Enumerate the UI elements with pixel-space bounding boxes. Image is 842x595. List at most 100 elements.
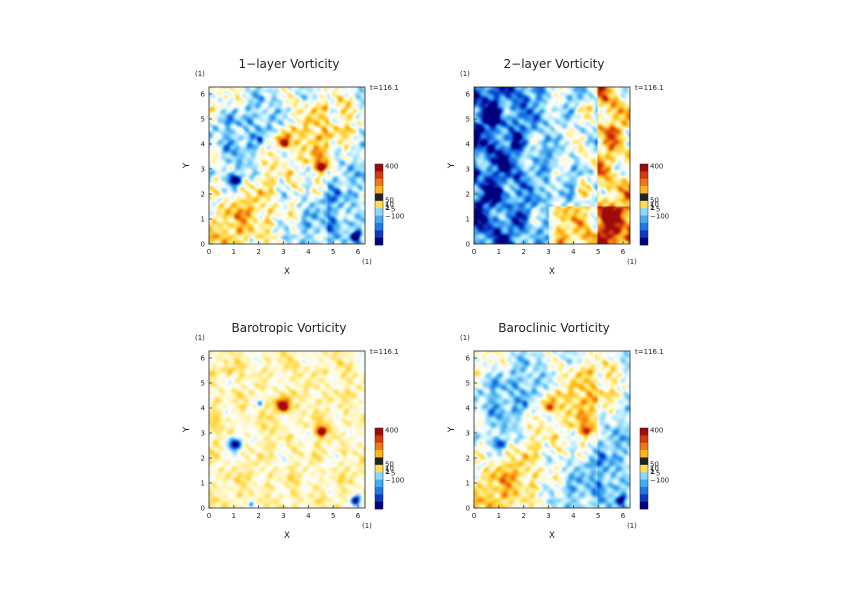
colorbar-band [375, 486, 383, 495]
colorbar-band [375, 164, 383, 172]
colorbar-band [375, 442, 383, 451]
y-tick-label: 3 [466, 430, 470, 438]
colorbar-tick-label: 50 [650, 197, 659, 205]
x-tick-label: 2 [521, 512, 525, 520]
x-unit-note: (1) [362, 522, 372, 530]
y-tick-label: 3 [201, 430, 205, 438]
x-tick-label: 2 [256, 512, 260, 520]
colorbar-band [640, 486, 648, 495]
colorbar-band [375, 501, 383, 510]
x-tick-label: 1 [497, 248, 501, 256]
vorticity-panel: Baroclinic Vorticity 0 1 2 3 4 5 6 0 1 2 3 4 5 6 X Y (1) (… [447, 321, 669, 541]
colorbar-tick-label: 5 [385, 467, 389, 475]
x-tick-label: 5 [331, 248, 335, 256]
colorbar-band [640, 479, 648, 488]
y-tick-label: 5 [466, 380, 470, 388]
x-unit-note: (1) [627, 522, 637, 530]
vorticity-panel: Barotropic Vorticity 0 1 2 3 4 5 6 0 1 2 3 4 5 6 X Y (1) (… [182, 321, 404, 541]
heatmap-image [209, 87, 365, 244]
colorbar-band [375, 208, 383, 216]
y-tick-label: 5 [201, 116, 205, 124]
colorbar-band [640, 171, 648, 180]
y-tick-label: 6 [466, 355, 471, 363]
x-tick-label: 2 [521, 248, 525, 256]
colorbar-band [375, 435, 383, 444]
colorbar-band [375, 178, 383, 187]
y-axis-label: Y [182, 426, 192, 433]
colorbar-tick-label: 50 [385, 197, 394, 205]
colorbar-tick-label: 400 [385, 163, 398, 171]
x-tick-label: 0 [207, 248, 211, 256]
y-tick-label: 3 [466, 166, 470, 174]
colorbar-tick-label: −100 [385, 213, 404, 221]
x-unit-note: (1) [362, 258, 372, 266]
colorbar-tick-label: −100 [650, 477, 669, 485]
colorbar-band [375, 200, 383, 209]
colorbar-band [375, 428, 383, 436]
y-axis-label: Y [447, 162, 457, 169]
colorbar-tick-label: 50 [385, 461, 394, 469]
y-tick-label: 0 [466, 505, 470, 513]
colorbar-band [640, 186, 648, 194]
heatmap-image [209, 351, 365, 508]
plot-frame [473, 350, 631, 509]
y-tick-label: 4 [201, 141, 206, 149]
x-tick-label: 5 [331, 512, 335, 520]
vorticity-panel: 1−layer Vorticity 0 1 2 3 4 5 6 0 1 2 3 4 5 6 X Y (1) (1) t… [182, 57, 404, 277]
x-axis-label: X [549, 531, 555, 541]
colorbar-band [375, 215, 383, 224]
colorbar-band [375, 237, 383, 246]
x-tick-label: 4 [571, 248, 576, 256]
y-axis-label: Y [182, 162, 192, 169]
colorbar-band [375, 230, 383, 238]
x-tick-label: 3 [546, 248, 550, 256]
x-tick-label: 6 [621, 248, 626, 256]
colorbar-band [640, 215, 648, 224]
x-axis-label: X [284, 267, 290, 277]
colorbar-band [640, 193, 648, 202]
y-tick-label: 4 [466, 141, 471, 149]
colorbar-band [375, 222, 383, 231]
colorbar-tick-label: 400 [650, 163, 663, 171]
colorbar-tick-label: 10 [650, 465, 659, 473]
colorbar-band [640, 208, 648, 216]
colorbar-tick-label: 400 [385, 427, 398, 435]
plot-frame [473, 86, 631, 245]
x-tick-label: 1 [497, 512, 501, 520]
colorbar-band [375, 479, 383, 488]
time-label: t=116.1 [635, 84, 664, 92]
colorbar-band [375, 464, 383, 473]
colorbar-frame [639, 427, 649, 510]
colorbar-tick-label: −5 [650, 206, 660, 214]
panel-title: Baroclinic Vorticity [498, 321, 610, 335]
y-tick-label: 4 [466, 405, 471, 413]
colorbar-band [640, 472, 648, 480]
colorbar-band [640, 450, 648, 458]
y-tick-label: 0 [466, 241, 470, 249]
panel-title: 1−layer Vorticity [239, 57, 340, 71]
colorbar-band [640, 230, 648, 238]
y-tick-label: 4 [201, 405, 206, 413]
y-tick-label: 5 [466, 116, 470, 124]
x-axis-label: X [284, 531, 290, 541]
y-tick-label: 6 [201, 91, 206, 99]
colorbar-band [640, 494, 648, 502]
y-tick-label: 1 [466, 216, 470, 224]
colorbar-tick-label: 1 [385, 468, 389, 476]
panel-title: Barotropic Vorticity [231, 321, 346, 335]
colorbar-tick-label: 10 [385, 201, 394, 209]
colorbar-tick-label: −5 [650, 470, 660, 478]
colorbar-frame [374, 163, 384, 246]
colorbar-tick-label: −5 [385, 206, 395, 214]
y-unit-note: (1) [195, 70, 205, 78]
vorticity-panel: 2−layer Vorticity 0 1 2 3 4 5 6 0 1 2 3 4 5 6 X Y (1) (1) t… [447, 57, 669, 277]
colorbar-tick-label: 10 [385, 465, 394, 473]
y-unit-note: (1) [460, 70, 470, 78]
x-tick-label: 2 [256, 248, 260, 256]
x-tick-label: 6 [356, 248, 361, 256]
colorbar-band [375, 494, 383, 502]
